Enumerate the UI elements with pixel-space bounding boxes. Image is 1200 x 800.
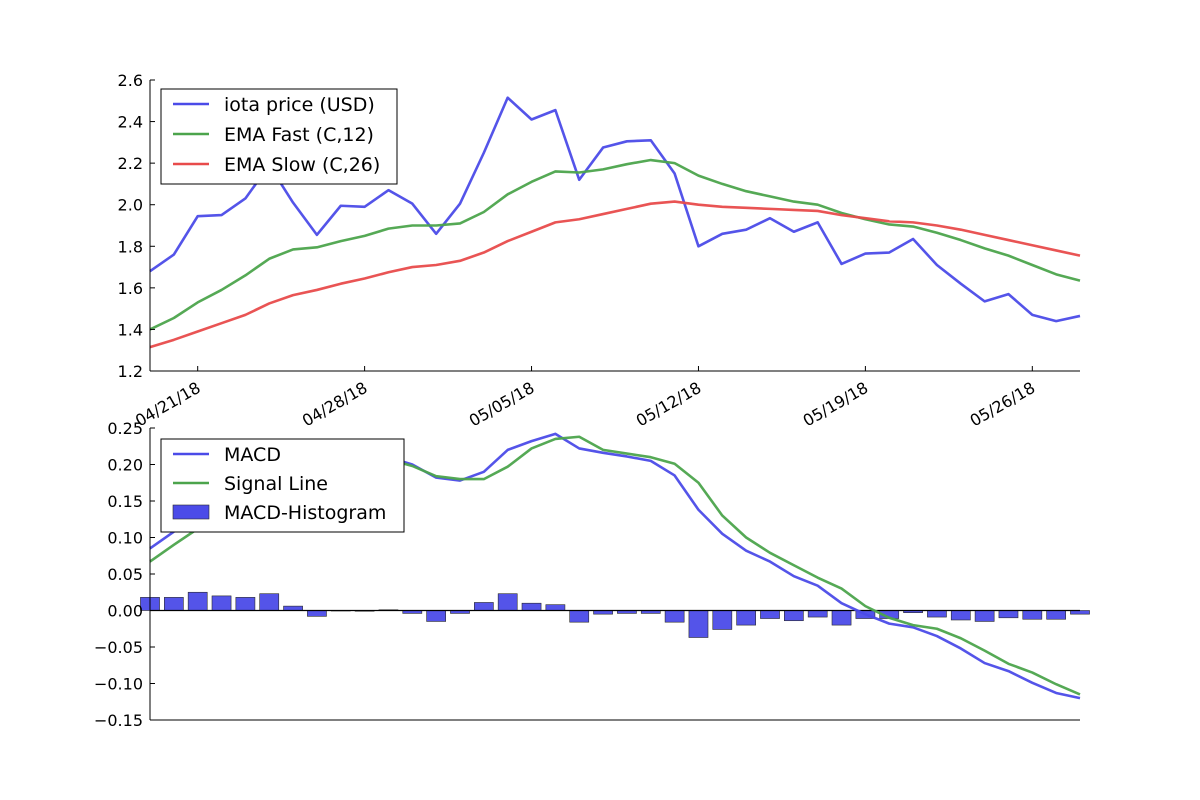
histogram-bar [688, 610, 709, 638]
histogram-bar [187, 591, 208, 611]
histogram-bar [307, 610, 327, 617]
histogram-bar [235, 597, 256, 611]
histogram-bar [545, 604, 566, 611]
y-tick-label: 0.00 [107, 602, 143, 621]
histogram-bar [497, 593, 518, 611]
histogram-bar [664, 610, 685, 623]
x-tick-label: 05/19/18 [800, 378, 872, 430]
y-tick-label: 1.8 [118, 237, 143, 256]
histogram-bar [784, 610, 804, 622]
y-tick-label: −0.05 [94, 638, 143, 657]
legend-label: EMA Fast (C,12) [224, 124, 374, 146]
y-tick-label: 1.6 [118, 279, 143, 298]
histogram-bar [211, 595, 232, 611]
y-tick-label: 2.4 [118, 113, 143, 132]
histogram-bar [1022, 610, 1043, 620]
histogram-bar [259, 593, 280, 611]
histogram-bar [831, 610, 852, 626]
histogram-bar [998, 610, 1019, 619]
y-tick-label: 2.6 [118, 71, 143, 90]
histogram-bar [736, 610, 756, 626]
histogram-bar [164, 597, 184, 611]
y-tick-label: 2.2 [118, 154, 143, 173]
y-tick-label: 2.0 [118, 196, 143, 215]
histogram-bar [974, 610, 995, 622]
x-tick-label: 05/26/18 [967, 378, 1039, 430]
x-tick-label: 05/12/18 [633, 378, 705, 430]
histogram-bar [521, 602, 542, 611]
histogram-bar [712, 610, 733, 630]
histogram-bar [950, 610, 971, 621]
price-line [149, 96, 1081, 323]
macd-chart: −0.15 −0.10 −0.05 0.00 0.05 0.10 0.15 0.20 0.25 M… [94, 419, 1090, 730]
ema-fast-line [149, 158, 1081, 331]
y-tick-label: 0.10 [107, 529, 143, 548]
histogram-bar [283, 605, 303, 611]
histogram-bar [426, 610, 446, 622]
y-tick-label: −0.15 [94, 711, 143, 730]
y-tick-label: 1.2 [118, 362, 143, 381]
price-chart: 1.21.41.61.82.02.22.42.604/21/18 04/28/18… [118, 71, 1081, 430]
legend-label: iota price (USD) [224, 94, 375, 116]
legend-label: MACD-Histogram [224, 502, 386, 524]
histogram-bar [474, 602, 494, 611]
y-tick-label: 0.15 [107, 492, 143, 511]
histogram-bar [807, 610, 828, 618]
y-tick-label: 1.4 [118, 320, 143, 339]
ema-slow-line [149, 200, 1081, 349]
x-tick-label: 05/05/18 [466, 378, 538, 430]
histogram-bar [1046, 610, 1066, 620]
y-tick-label: 0.25 [107, 419, 143, 438]
histogram-bar [569, 610, 590, 623]
y-tick-label: −0.10 [94, 675, 143, 694]
x-tick-label: 04/28/18 [299, 378, 371, 430]
y-tick-label: 0.20 [107, 456, 143, 475]
legend-label: Signal Line [224, 473, 328, 495]
legend-label: EMA Slow (C,26) [224, 154, 380, 176]
histogram-bar [760, 610, 780, 619]
y-tick-label: 0.05 [107, 565, 143, 584]
legend-label: MACD [224, 444, 281, 466]
legend-swatch [172, 504, 210, 520]
histogram-bar [927, 610, 947, 618]
